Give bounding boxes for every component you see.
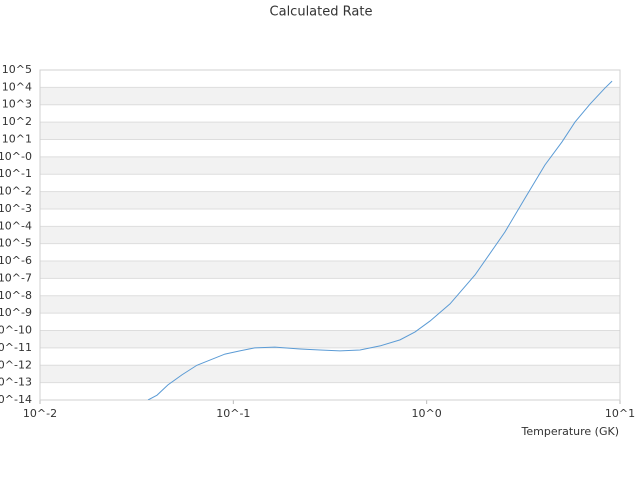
y-tick-label: 10^-13 (0, 376, 32, 389)
y-tick-label: 10^-10 (0, 324, 32, 337)
y-tick-label: 10^-0 (0, 150, 32, 163)
y-tick-label: 10^-7 (0, 271, 32, 284)
grid-band (40, 191, 620, 209)
plot-border (39, 69, 621, 401)
y-tick-label: 10^-3 (0, 202, 32, 215)
grid-band (40, 365, 620, 383)
y-tick-label: 10^4 (2, 80, 32, 93)
data-line (147, 80, 613, 400)
grid-band (40, 295, 620, 314)
grid-band (40, 226, 620, 244)
y-tick-label: 10^-5 (0, 237, 32, 250)
x-axis-label: Temperature (GK) (521, 425, 620, 438)
y-tick-label: 10^-14 (0, 393, 32, 406)
y-tick-label: 10^-9 (0, 306, 32, 319)
x-tick-label: 10^-2 (23, 407, 57, 420)
grid-band (40, 87, 620, 105)
y-tick-label: 10^5 (2, 63, 32, 76)
y-tick-label: 10^-12 (0, 358, 32, 371)
grid-band (40, 122, 620, 140)
x-tick-label: 10^-1 (216, 407, 250, 420)
grid-band (40, 156, 620, 175)
y-tick-label: 10^-4 (0, 219, 32, 232)
x-tick-label: 10^1 (605, 407, 635, 420)
grid-band (40, 261, 620, 279)
y-tick-label: 10^1 (2, 132, 32, 145)
grid-band (40, 330, 620, 348)
y-tick-label: 10^-8 (0, 289, 32, 302)
y-tick-label: 10^3 (2, 98, 32, 111)
y-tick-label: 10^-11 (0, 341, 32, 354)
x-tick-label: 10^0 (412, 407, 442, 420)
y-tick-label: 10^-2 (0, 185, 32, 198)
y-tick-label: 10^2 (2, 115, 32, 128)
chart-title: Calculated Rate (270, 5, 373, 20)
y-tick-label: 10^-1 (0, 167, 32, 180)
y-tick-label: 10^-6 (0, 254, 32, 267)
